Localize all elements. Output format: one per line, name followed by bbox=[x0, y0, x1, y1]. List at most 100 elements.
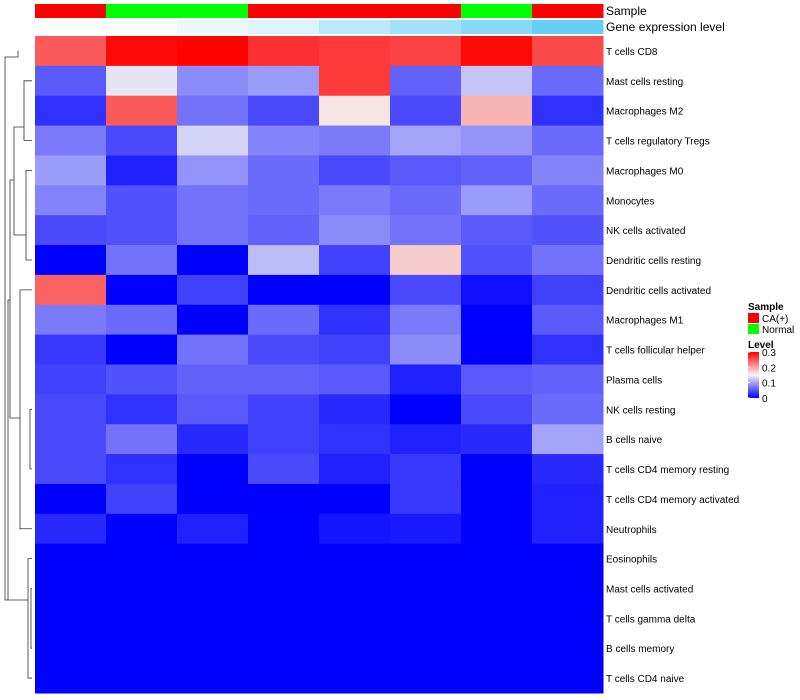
row-label: Neutrophils bbox=[606, 525, 657, 536]
dendrogram-branch bbox=[30, 588, 32, 649]
sample-legend-label: CA(+) bbox=[762, 314, 788, 325]
level-legend-title: Level bbox=[748, 340, 774, 351]
expression-annotation-label: Gene expression level bbox=[606, 20, 725, 34]
heatmap-cell bbox=[248, 245, 320, 276]
heatmap-cell bbox=[390, 36, 462, 67]
heatmap-cell bbox=[248, 334, 320, 365]
expression-annotation-cell bbox=[106, 20, 178, 34]
heatmap-cell bbox=[390, 155, 462, 186]
heatmap-cell bbox=[106, 663, 178, 694]
heatmap-cell bbox=[390, 513, 462, 545]
heatmap-cell bbox=[319, 663, 391, 694]
row-label: T cells follicular helper bbox=[606, 346, 705, 357]
heatmap-cell bbox=[319, 543, 391, 575]
heatmap-cell bbox=[532, 125, 604, 156]
heatmap-cell bbox=[461, 185, 533, 216]
heatmap-cell bbox=[248, 65, 320, 97]
heatmap-cell bbox=[532, 364, 604, 395]
heatmap-cell bbox=[35, 663, 107, 694]
expression-annotation-cell bbox=[177, 20, 249, 34]
heatmap-cell bbox=[319, 245, 391, 276]
heatmap-cell bbox=[177, 483, 249, 515]
level-legend-colorbar bbox=[748, 352, 759, 398]
heatmap-cell bbox=[461, 304, 533, 336]
row-label: Mast cells activated bbox=[606, 584, 693, 595]
heatmap-cell bbox=[319, 334, 391, 365]
heatmap-cell bbox=[35, 125, 107, 156]
heatmap-cell bbox=[177, 663, 249, 694]
heatmap-cell bbox=[390, 364, 462, 395]
heatmap-cell bbox=[390, 633, 462, 664]
heatmap-cell bbox=[461, 513, 533, 545]
heatmap-cell bbox=[461, 95, 533, 127]
row-label: T cells CD4 memory activated bbox=[606, 495, 739, 506]
heatmap-cell bbox=[319, 65, 391, 97]
heatmap-cell bbox=[248, 304, 320, 336]
sample-annotation-cell bbox=[532, 4, 604, 18]
heatmap-cell bbox=[319, 215, 391, 246]
heatmap-cell bbox=[177, 424, 249, 455]
heatmap-cell bbox=[106, 36, 178, 67]
heatmap-cell bbox=[390, 125, 462, 156]
heatmap-cell bbox=[177, 543, 249, 575]
row-label: NK cells resting bbox=[606, 405, 675, 416]
heatmap-cell bbox=[461, 424, 533, 455]
expression-annotation-cell bbox=[390, 20, 462, 34]
heatmap-cell bbox=[461, 274, 533, 306]
heatmap-cell bbox=[532, 65, 604, 97]
heatmap-cell bbox=[106, 245, 178, 276]
heatmap-cell bbox=[461, 483, 533, 515]
row-label: T cells gamma delta bbox=[606, 614, 696, 625]
heatmap-cell bbox=[532, 334, 604, 365]
heatmap-cell bbox=[319, 364, 391, 395]
heatmap-cell bbox=[177, 513, 249, 545]
heatmap-cell bbox=[106, 364, 178, 395]
row-label: Macrophages M2 bbox=[606, 107, 684, 118]
heatmap-cell bbox=[461, 245, 533, 276]
heatmap-cell bbox=[532, 454, 604, 485]
heatmap-cell bbox=[461, 334, 533, 365]
heatmap-cell bbox=[390, 454, 462, 485]
heatmap-cell bbox=[106, 543, 178, 575]
heatmap-cell bbox=[532, 543, 604, 575]
row-label: Plasma cells bbox=[606, 375, 662, 386]
heatmap-cell bbox=[248, 513, 320, 545]
heatmap-cell bbox=[177, 36, 249, 67]
heatmap-cell bbox=[35, 95, 107, 127]
heatmap-cell bbox=[532, 603, 604, 634]
heatmap-cell bbox=[248, 603, 320, 634]
heatmap-cell bbox=[106, 633, 178, 664]
heatmap-cell bbox=[35, 603, 107, 634]
expression-annotation-cell bbox=[35, 20, 107, 34]
row-label: Dendritic cells resting bbox=[606, 256, 701, 267]
heatmap-cell bbox=[390, 304, 462, 336]
heatmap-cell bbox=[177, 603, 249, 634]
row-label: Macrophages M0 bbox=[606, 166, 684, 177]
row-label: T cells CD4 memory resting bbox=[606, 465, 729, 476]
dendrogram-branch bbox=[19, 289, 32, 530]
heatmap-cell bbox=[532, 513, 604, 545]
heatmap-cell bbox=[319, 394, 391, 425]
heatmap-cell bbox=[248, 215, 320, 246]
heatmap-cell bbox=[390, 185, 462, 216]
row-dendrogram bbox=[4, 50, 32, 679]
heatmap-cell bbox=[319, 633, 391, 664]
heatmap-cell bbox=[461, 125, 533, 156]
heatmap-cell bbox=[319, 424, 391, 455]
row-label: NK cells activated bbox=[606, 226, 685, 237]
heatmap-cell bbox=[35, 543, 107, 575]
heatmap-cell bbox=[532, 483, 604, 515]
heatmap-cell bbox=[177, 65, 249, 97]
sample-legend-title: Sample bbox=[748, 302, 784, 313]
heatmap-cell bbox=[390, 483, 462, 515]
heatmap-cell bbox=[532, 36, 604, 67]
dendrogram-branch bbox=[23, 80, 32, 141]
sample-legend-swatch bbox=[748, 313, 759, 323]
heatmap-cell bbox=[35, 454, 107, 485]
heatmap-cell bbox=[319, 513, 391, 545]
heatmap-cell bbox=[532, 394, 604, 425]
level-legend-tick-label: 0.2 bbox=[762, 363, 776, 374]
heatmap-cell bbox=[177, 274, 249, 306]
heatmap-cell bbox=[35, 573, 107, 604]
heatmap-cell bbox=[177, 573, 249, 604]
